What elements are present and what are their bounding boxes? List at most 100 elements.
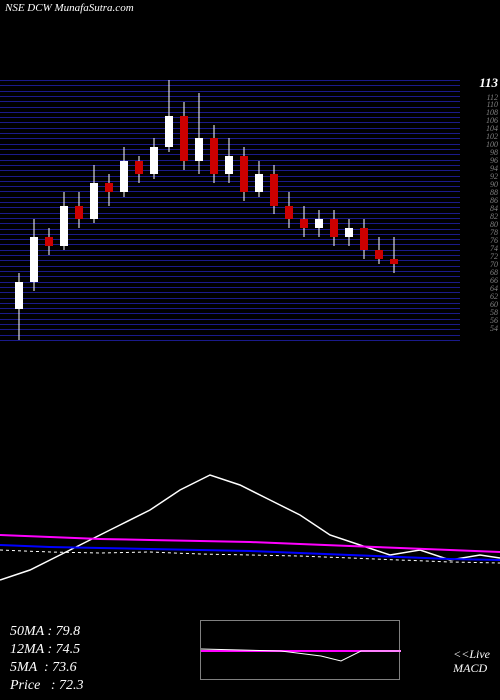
- grid-line: [0, 276, 460, 277]
- price-tick: 96: [490, 158, 498, 163]
- grid-line: [0, 207, 460, 208]
- candle-body: [60, 206, 68, 246]
- indicator-line-ma50: [0, 535, 500, 552]
- price-tick: 104: [486, 126, 498, 131]
- price-tick: 72: [490, 254, 498, 259]
- grid-line: [0, 176, 460, 177]
- grid-line: [0, 239, 460, 240]
- grid-line: [0, 298, 460, 299]
- info-row: 50MA : 79.8: [10, 623, 83, 641]
- grid-line: [0, 229, 460, 230]
- info-row: 5MA : 73.6: [10, 659, 83, 677]
- candle-wick: [199, 93, 200, 174]
- grid-line: [0, 91, 460, 92]
- price-tick: 78: [490, 230, 498, 235]
- grid-line: [0, 234, 460, 235]
- price-tick: 62: [490, 294, 498, 299]
- grid-line: [0, 329, 460, 330]
- grid-line: [0, 218, 460, 219]
- grid-line: [0, 255, 460, 256]
- grid-line: [0, 324, 460, 325]
- candle-body: [390, 259, 398, 263]
- info-row: Price : 72.3: [10, 677, 83, 695]
- price-tick: 76: [490, 238, 498, 243]
- grid-line: [0, 319, 460, 320]
- price-tick: 98: [490, 150, 498, 155]
- grid-line: [0, 197, 460, 198]
- price-tick: 88: [490, 190, 498, 195]
- price-tick: 80: [490, 222, 498, 227]
- grid-line: [0, 282, 460, 283]
- grid-line: [0, 335, 460, 336]
- grid-line: [0, 186, 460, 187]
- price-tick: 60: [490, 302, 498, 307]
- price-tick: 56: [490, 318, 498, 323]
- price-tick: 58: [490, 310, 498, 315]
- candle-wick: [394, 237, 395, 273]
- candle-body: [375, 250, 383, 259]
- grid-line: [0, 85, 460, 86]
- price-tick: 66: [490, 278, 498, 283]
- grid-line: [0, 340, 460, 341]
- indicator-line-signal: [0, 475, 500, 580]
- grid-line: [0, 292, 460, 293]
- grid-line: [0, 80, 460, 81]
- indicator-line-ma12: [0, 545, 500, 560]
- indicator-panel: [0, 440, 500, 600]
- candle-body: [30, 237, 38, 282]
- inset-svg: [201, 621, 401, 681]
- grid-line: [0, 213, 460, 214]
- grid-line: [0, 181, 460, 182]
- inset-label-line1: <<Live: [453, 647, 490, 661]
- grid-line: [0, 303, 460, 304]
- price-tick: 86: [490, 198, 498, 203]
- price-tick: 92: [490, 174, 498, 179]
- grid-line: [0, 107, 460, 108]
- price-tick: 90: [490, 182, 498, 187]
- grid-line: [0, 202, 460, 203]
- grid-line: [0, 287, 460, 288]
- candle-body: [315, 219, 323, 228]
- grid-line: [0, 149, 460, 150]
- grid-line: [0, 138, 460, 139]
- candle-body: [75, 206, 83, 219]
- info-row: 12MA : 74.5: [10, 641, 83, 659]
- price-tick: 74: [490, 246, 498, 251]
- price-tick: 84: [490, 206, 498, 211]
- candle-body: [150, 147, 158, 174]
- candle-body: [225, 156, 233, 174]
- price-tick: 110: [487, 102, 498, 107]
- inset-label: <<Live MACD: [453, 647, 490, 675]
- grid-line: [0, 133, 460, 134]
- price-tick: 70: [490, 262, 498, 267]
- grid-line: [0, 308, 460, 309]
- price-tick: 108: [486, 110, 498, 115]
- price-tick: 82: [490, 214, 498, 219]
- candle-body: [270, 174, 278, 205]
- candlestick-panel: 113 112110108106104102100989694929088868…: [0, 80, 500, 360]
- price-axis: 1121101081061041021009896949290888684828…: [462, 80, 498, 360]
- grid-line: [0, 112, 460, 113]
- candle-body: [210, 138, 218, 174]
- candle-body: [90, 183, 98, 219]
- grid-line: [0, 223, 460, 224]
- grid-line: [0, 144, 460, 145]
- price-tick: 64: [490, 286, 498, 291]
- price-tick: 100: [486, 142, 498, 147]
- grid-line: [0, 96, 460, 97]
- chart-header: NSE DCW MunafaSutra.com: [5, 2, 134, 14]
- candle-body: [195, 138, 203, 160]
- candle-body: [45, 237, 53, 246]
- candle-body: [15, 282, 23, 309]
- price-tick: 68: [490, 270, 498, 275]
- candle-body: [180, 116, 188, 161]
- candle-body: [300, 219, 308, 228]
- grid-line: [0, 191, 460, 192]
- candle-body: [135, 161, 143, 174]
- indicator-svg: [0, 440, 500, 600]
- grid-line: [0, 154, 460, 155]
- grid-line: [0, 266, 460, 267]
- grid-line: [0, 128, 460, 129]
- ticker-title: NSE DCW MunafaSutra.com: [5, 2, 134, 14]
- candle-body: [255, 174, 263, 192]
